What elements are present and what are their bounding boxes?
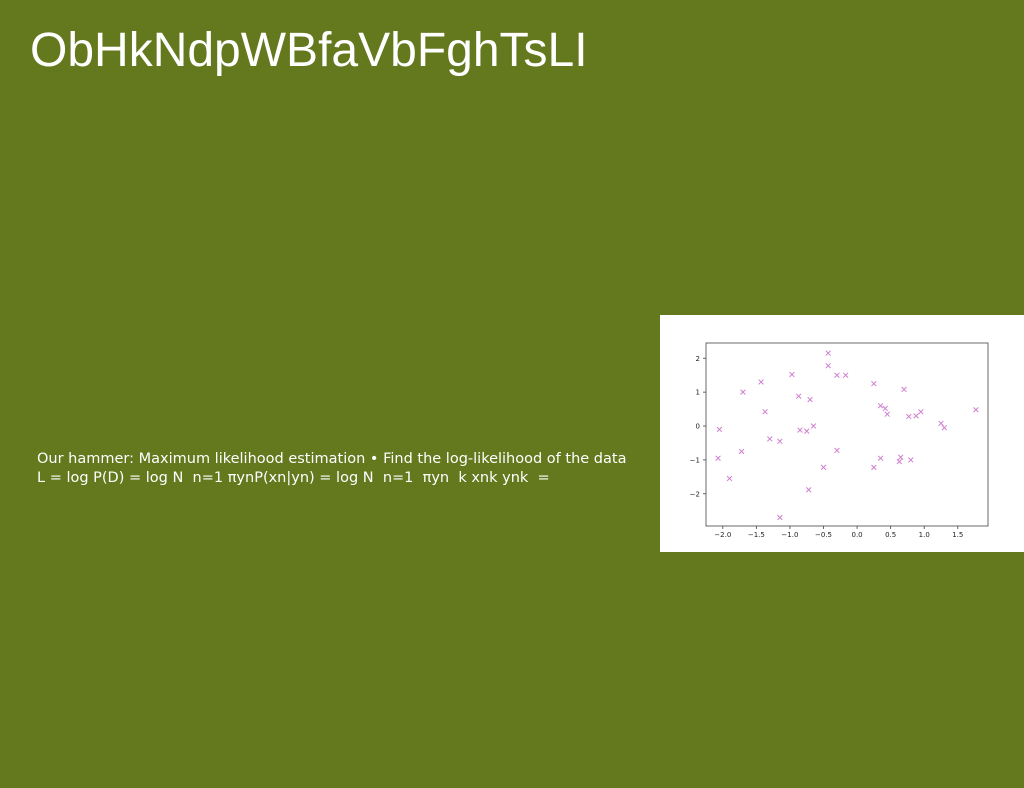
data-point	[941, 424, 948, 431]
y-tick-label: 0	[696, 423, 700, 431]
data-point	[807, 396, 813, 403]
data-points	[715, 350, 979, 521]
slide-title: ObHkNdpWBfaVbFghTsLI	[30, 24, 588, 77]
x-tick-label: 1.5	[952, 531, 963, 539]
plot-frame	[705, 342, 989, 527]
data-point	[767, 436, 773, 442]
data-point	[834, 372, 840, 378]
data-point	[825, 362, 831, 369]
data-point	[777, 438, 783, 445]
x-tick-label: 0.5	[885, 531, 896, 539]
y-tick-label: 1	[696, 389, 700, 397]
data-point	[908, 457, 914, 463]
data-point	[803, 428, 810, 434]
data-point	[716, 426, 723, 433]
data-point	[896, 458, 903, 465]
data-point	[938, 420, 944, 427]
data-point	[820, 464, 827, 471]
y-tick-label: −1	[690, 456, 700, 464]
data-point	[810, 423, 817, 429]
scatter-plot-figure: −2.0 −1.5 −1.0 −0.5 0.0 0.5 1.0 1.5 2 1 0 −1 −2	[660, 315, 1024, 552]
data-point	[897, 454, 904, 460]
x-tick-label: −0.5	[815, 531, 832, 539]
y-tick-label: 2	[696, 355, 700, 363]
data-point	[777, 514, 783, 521]
data-point	[918, 409, 924, 415]
data-point	[882, 405, 889, 412]
x-axis: −2.0 −1.5 −1.0 −0.5 0.0 0.5 1.0 1.5	[714, 526, 963, 539]
x-tick-label: 1.0	[919, 531, 930, 539]
body-text: Our hammer: Maximum likelihood estimatio…	[37, 451, 627, 486]
data-point	[871, 464, 877, 471]
data-point	[825, 350, 831, 356]
y-axis: 2 1 0 −1 −2	[690, 355, 706, 498]
data-point	[884, 411, 891, 417]
data-point	[805, 486, 812, 493]
data-point	[901, 386, 907, 393]
data-point	[795, 393, 802, 399]
x-tick-label: −1.5	[748, 531, 765, 539]
data-point	[762, 409, 768, 415]
scatter-plot: −2.0 −1.5 −1.0 −0.5 0.0 0.5 1.0 1.5 2 1 0 −1 −2	[690, 342, 989, 539]
data-point	[913, 413, 919, 419]
data-point	[877, 402, 884, 409]
data-point	[834, 447, 840, 454]
data-point	[715, 455, 721, 461]
data-point	[877, 455, 884, 461]
x-tick-label: 0.0	[852, 531, 863, 539]
data-point	[973, 407, 979, 413]
data-point	[740, 389, 746, 395]
data-point	[842, 372, 849, 378]
x-tick-label: −1.0	[781, 531, 798, 539]
y-tick-label: −2	[690, 490, 700, 498]
data-point	[797, 427, 803, 433]
data-point	[871, 380, 877, 387]
data-point	[738, 448, 745, 455]
data-point	[726, 475, 733, 482]
data-point	[789, 371, 795, 378]
data-point	[758, 379, 764, 385]
x-tick-label: −2.0	[714, 531, 731, 539]
data-point	[906, 413, 912, 420]
